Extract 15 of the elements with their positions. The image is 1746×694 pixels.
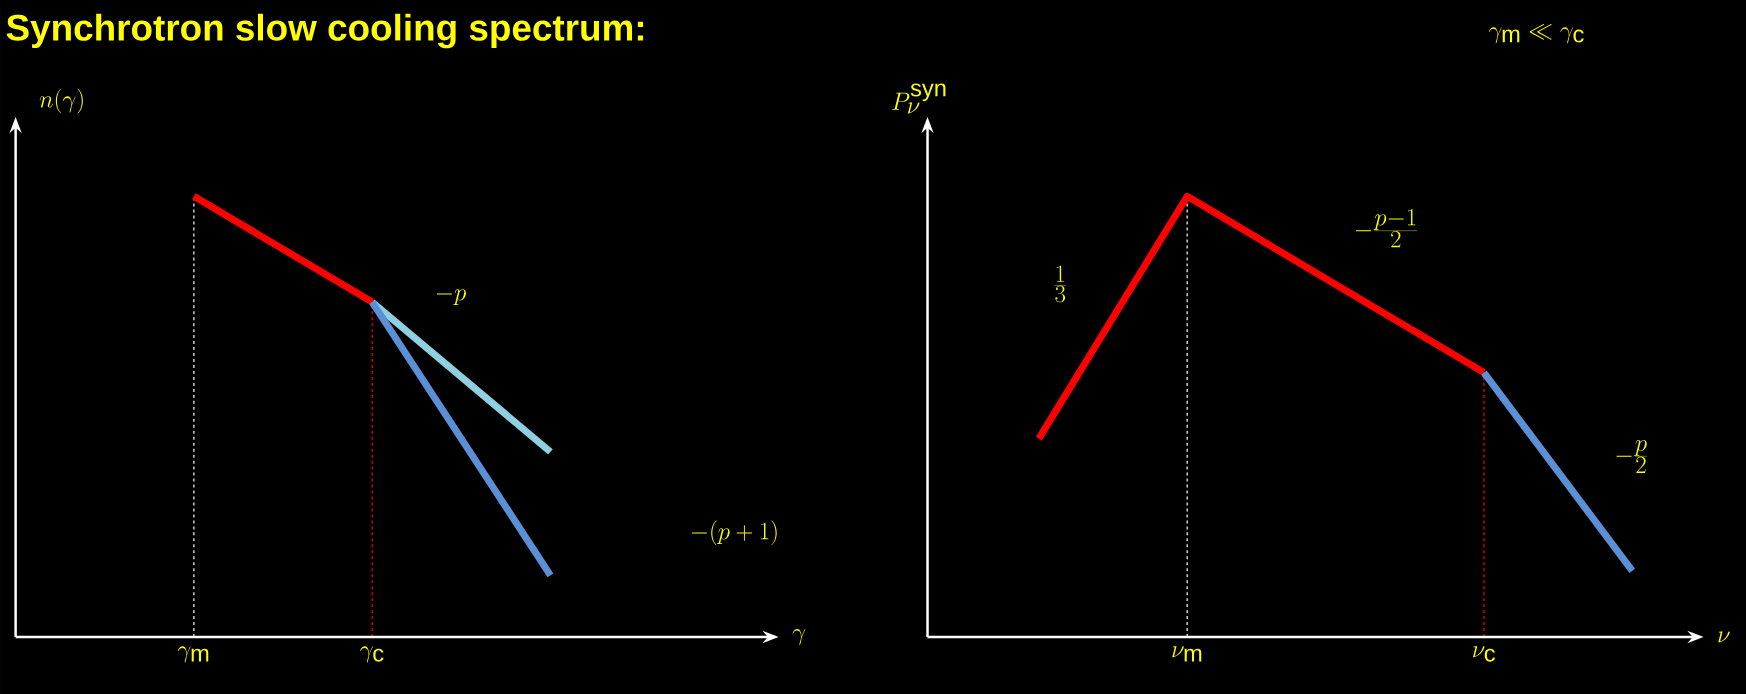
x-axis-title: $\nu$ bbox=[1718, 631, 1730, 643]
annotation: $-p$ bbox=[436, 289, 466, 305]
annotation: $-\frac{p}{2}$ bbox=[1616, 439, 1648, 473]
text: $\gamma_{\mathrm{m}} \ll \gamma_{\mathrm{c}}$ bbox=[1488, 24, 1584, 44]
y-axis-title: $P_{\nu}^{\mathrm{syn}}$ bbox=[892, 83, 946, 114]
annotation: $\frac{1}{3}$ bbox=[1054, 265, 1066, 303]
x-tick-label: $\nu_{\mathrm{m}}$ bbox=[1172, 646, 1202, 662]
x-axis-title: $\gamma$ bbox=[792, 628, 806, 646]
annotation: $-(p+1)$ bbox=[691, 520, 777, 546]
annotation: $-\frac{p-1}{2}$ bbox=[1355, 208, 1418, 248]
y-axis-title: $n(\gamma)$ bbox=[39, 88, 83, 114]
x-tick-label: $\gamma_{\mathrm{m}}$ bbox=[177, 646, 209, 663]
x-tick-label: $\nu_{\mathrm{c}}$ bbox=[1473, 646, 1495, 662]
chart-title: Synchrotron slow cooling spectrum: bbox=[6, 13, 644, 49]
x-tick-label: $\gamma_{\mathrm{c}}$ bbox=[360, 646, 384, 663]
